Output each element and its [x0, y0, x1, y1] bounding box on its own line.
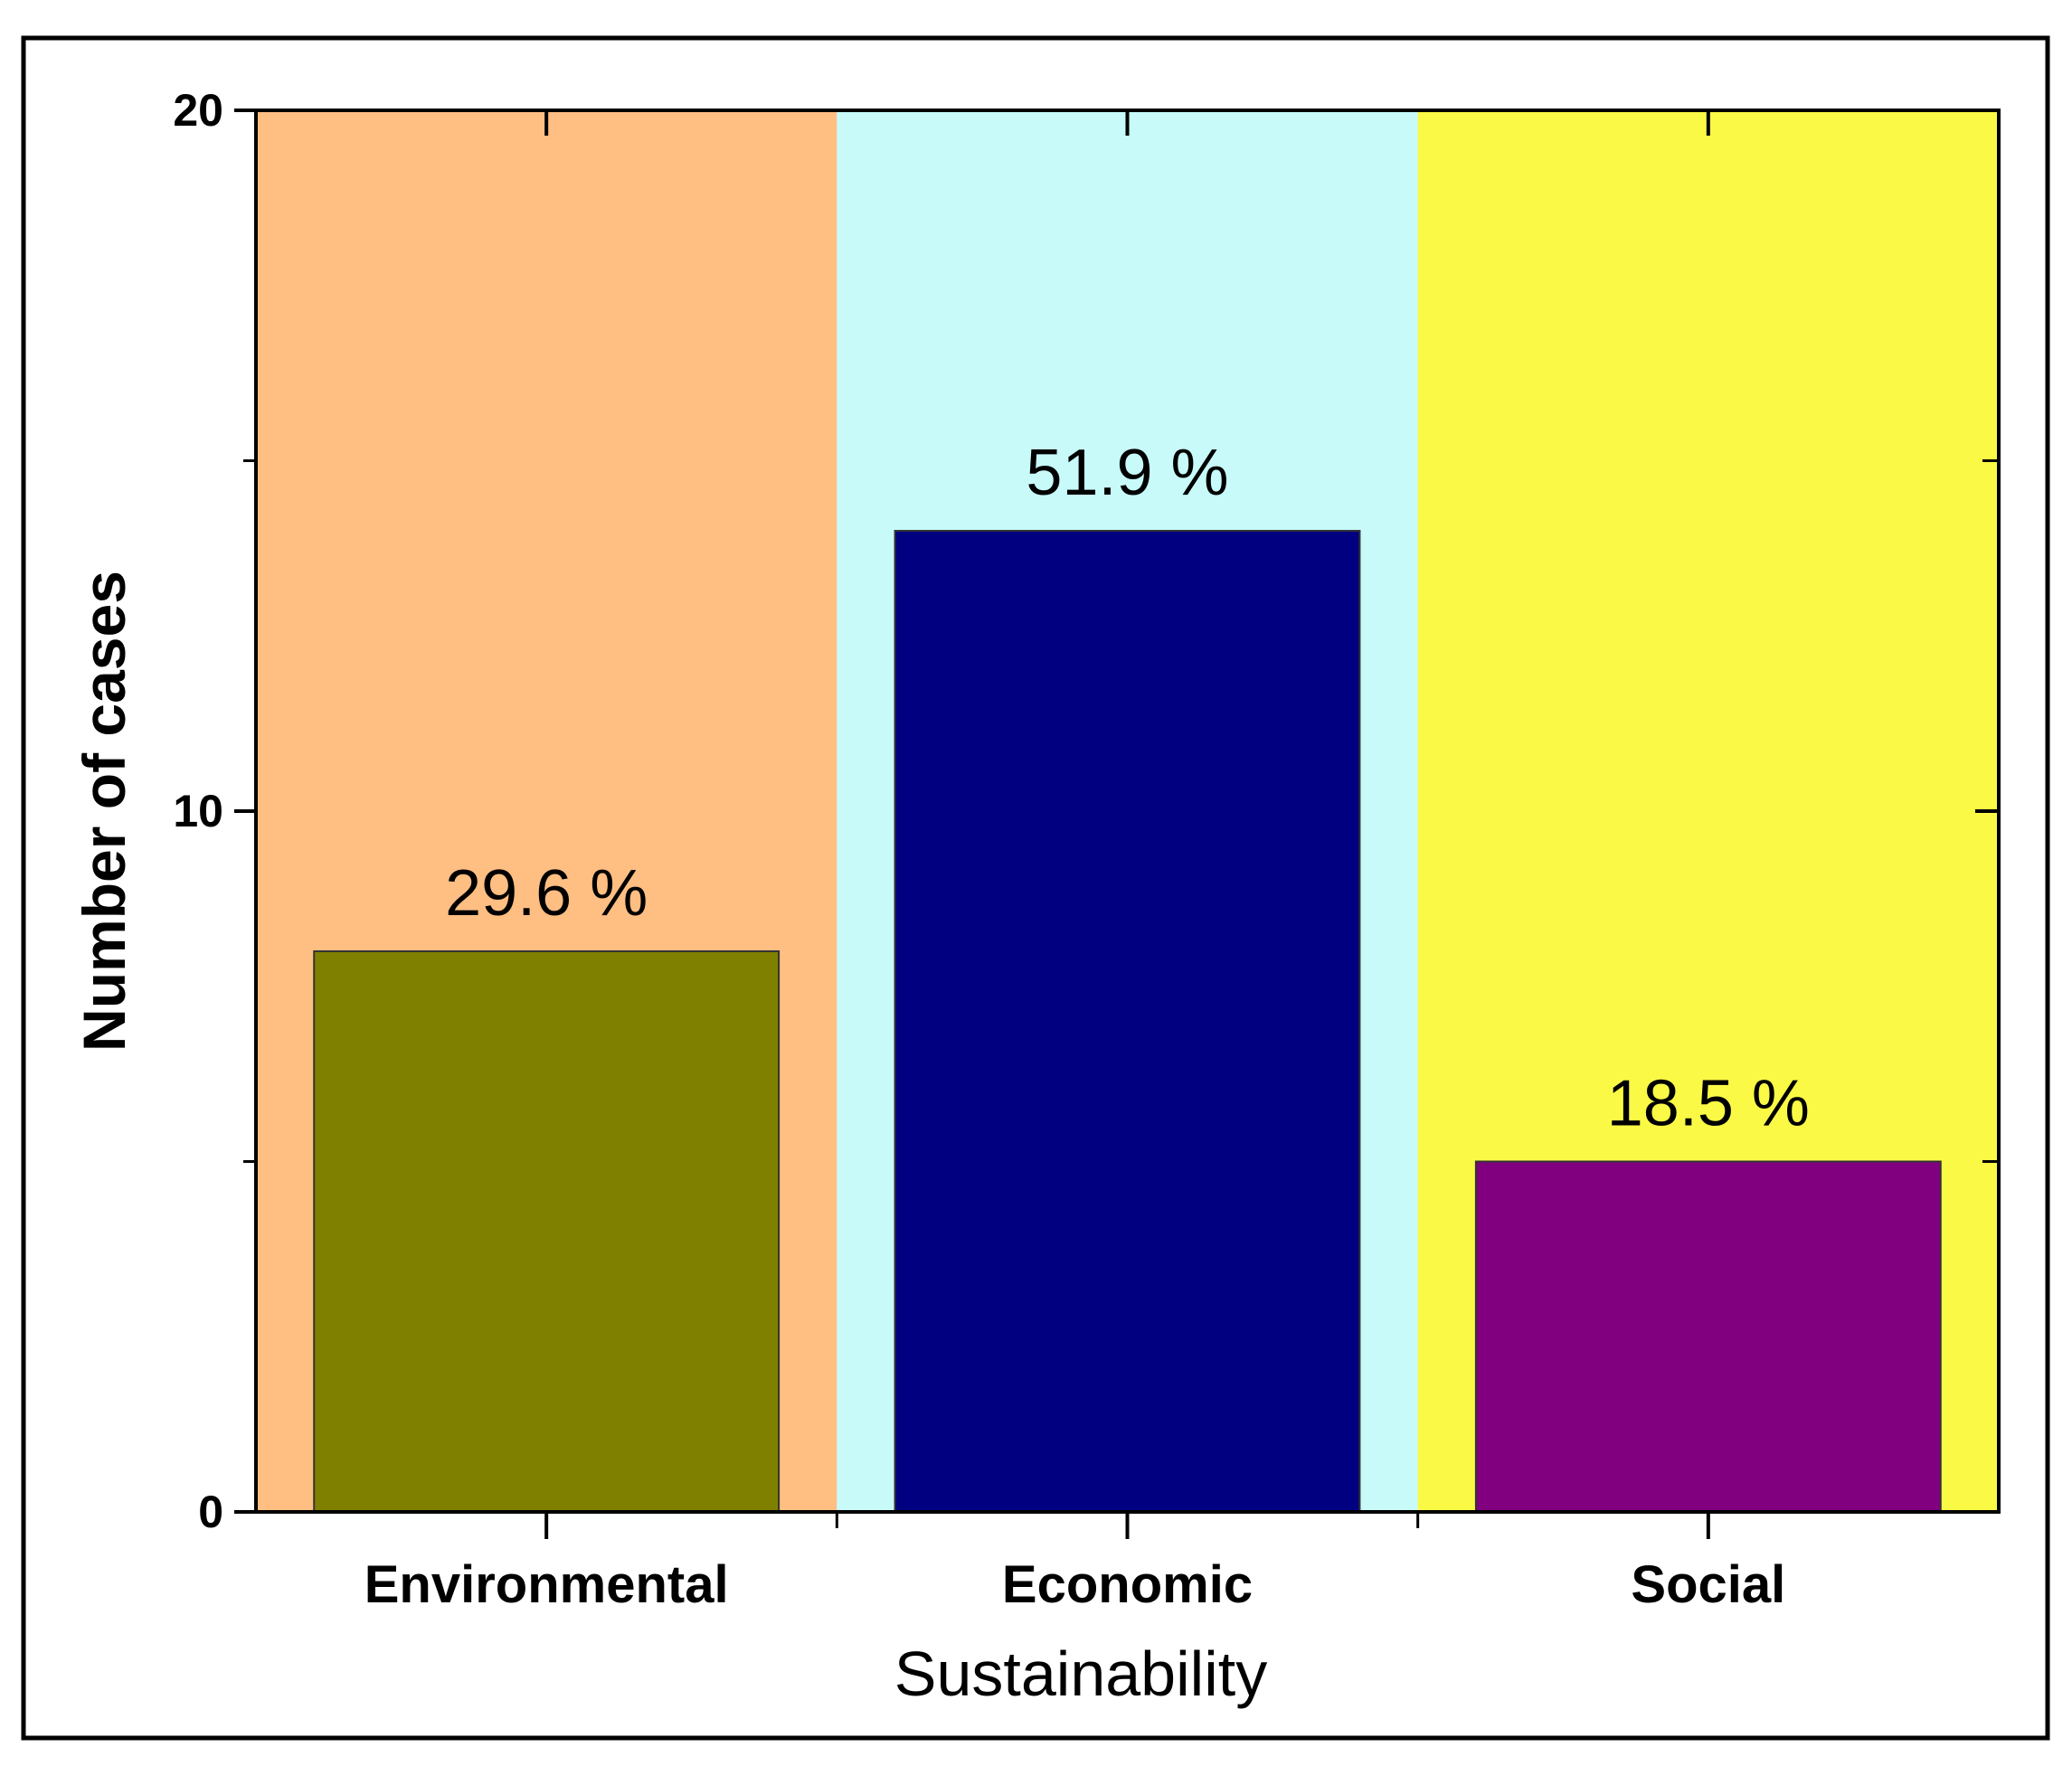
x-tick-label-economic: Economic [1002, 1555, 1253, 1614]
axis-ticks [234, 109, 1999, 1539]
x-tick-label-social: Social [1631, 1555, 1785, 1614]
plot-area-border [254, 109, 2001, 1514]
bar-economic [894, 530, 1361, 1513]
y-tick-label-0: 0 [198, 1487, 223, 1537]
bars [313, 530, 1942, 1513]
y-axis-title: Number of cases [71, 571, 137, 1052]
x-axis-title: Sustainability [894, 1639, 1267, 1709]
data-label-environmental: 29.6 % [445, 857, 648, 930]
x-tick-label-environmental: Environmental [364, 1555, 729, 1614]
bar-environmental [313, 950, 781, 1513]
y-tick-label-10: 10 [173, 786, 223, 836]
bar-social [1474, 1160, 1942, 1513]
data-label-economic: 51.9 % [1026, 437, 1228, 509]
data-label-social: 18.5 % [1607, 1068, 1810, 1140]
labels: 29.6 % Environmental 51.9 % Economic 18.5 % S… [173, 85, 1810, 1614]
y-tick-label-20: 20 [173, 85, 223, 136]
